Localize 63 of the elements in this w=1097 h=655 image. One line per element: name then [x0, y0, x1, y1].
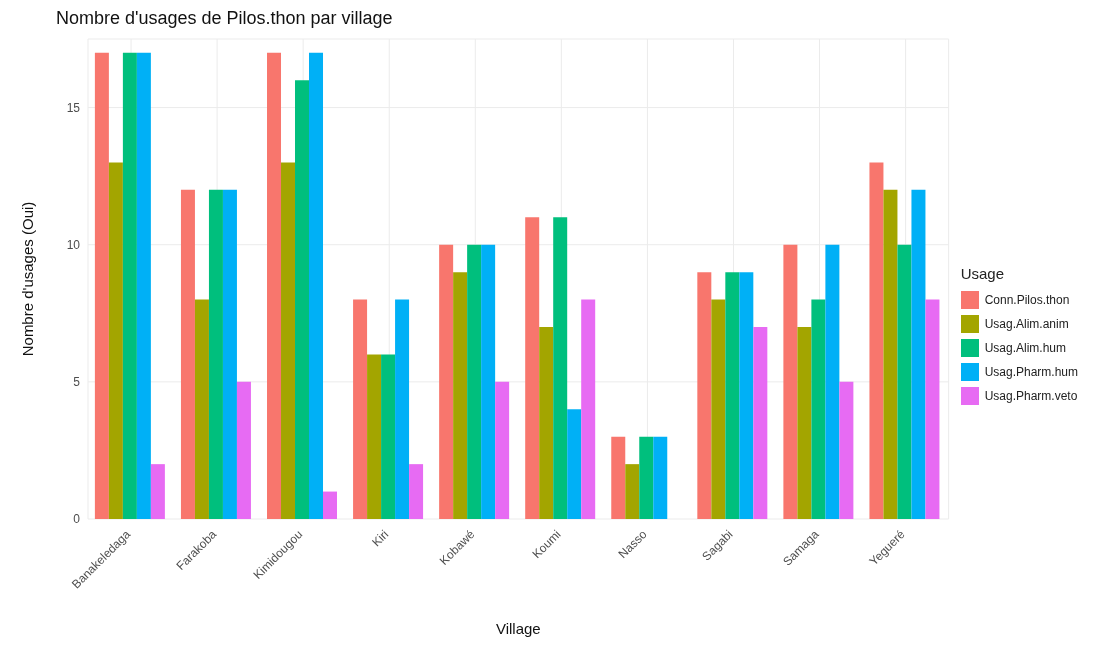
bar: [639, 436, 654, 519]
bar: [194, 299, 209, 519]
bar: [136, 52, 151, 519]
bar: [925, 299, 940, 519]
bar: [267, 52, 282, 519]
legend-label: Usag.Alim.anim: [984, 317, 1069, 331]
bar: [825, 244, 840, 519]
bar: [481, 244, 496, 519]
bar: [711, 299, 726, 519]
y-tick-label: 0: [73, 512, 81, 527]
bar: [739, 272, 754, 519]
chart-title: Nombre d'usages de Pilos.thon par village: [56, 8, 394, 29]
bar: [439, 244, 454, 519]
bar: [495, 381, 510, 519]
bar: [295, 80, 310, 519]
bar: [323, 491, 338, 519]
legend-label: Usag.Pharm.hum: [984, 365, 1078, 379]
bar: [236, 381, 251, 519]
bar: [353, 299, 368, 519]
bar: [567, 409, 582, 519]
bar: [869, 162, 884, 519]
bar: [753, 327, 768, 519]
bar: [94, 52, 109, 519]
y-tick-label: 5: [73, 375, 81, 390]
legend-label: Usag.Pharm.veto: [984, 389, 1078, 403]
bar: [539, 327, 554, 519]
bar: [839, 381, 854, 519]
y-tick-label: 10: [66, 237, 81, 252]
bar: [883, 189, 898, 519]
bar: [911, 189, 926, 519]
bar: [625, 464, 640, 519]
bar: [897, 244, 912, 519]
bar: [367, 354, 382, 519]
bar: [553, 217, 568, 519]
bar: [581, 299, 596, 519]
bar: [797, 327, 812, 519]
legend-title: Usage: [960, 265, 1005, 282]
bar: [381, 354, 396, 519]
bar: [281, 162, 296, 519]
legend-label: Usag.Alim.hum: [984, 341, 1066, 355]
bar: [697, 272, 712, 519]
bar: [122, 52, 137, 519]
bar: [453, 272, 468, 519]
bar: [309, 52, 324, 519]
x-axis-title: Village: [495, 620, 541, 637]
bar: [611, 436, 626, 519]
bar: [150, 464, 165, 519]
y-tick-label: 15: [66, 100, 81, 115]
bar: [395, 299, 410, 519]
legend-label: Conn.Pilos.thon: [984, 293, 1070, 307]
bar: [222, 189, 237, 519]
bar: [525, 217, 540, 519]
bar: [409, 464, 424, 519]
bar: [108, 162, 123, 519]
bar: [811, 299, 826, 519]
bar: [725, 272, 740, 519]
bar: [180, 189, 195, 519]
bar: [653, 436, 668, 519]
bar: [208, 189, 223, 519]
y-axis-title: Nombre d'usages (Oui): [19, 201, 37, 357]
bar: [467, 244, 482, 519]
bar: [783, 244, 798, 519]
x-tick-label: Kiri: [369, 527, 392, 550]
